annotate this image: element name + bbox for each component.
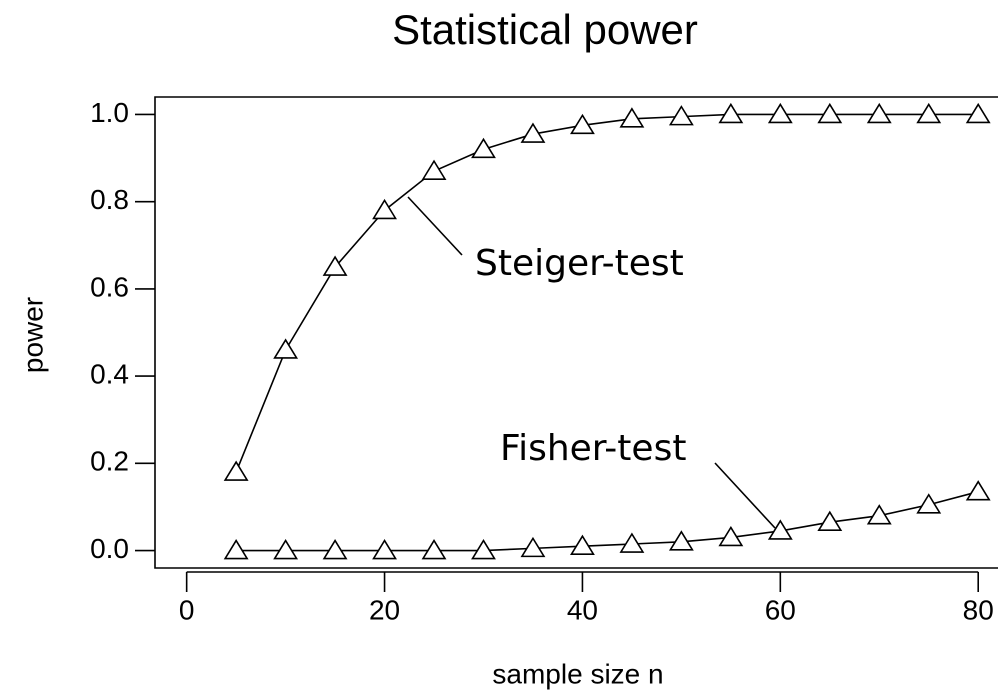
point xyxy=(866,504,892,525)
point xyxy=(866,102,892,124)
x-tick-label: 20 xyxy=(369,594,400,625)
point xyxy=(965,102,991,124)
point xyxy=(767,102,793,124)
annotation: Fisher-test xyxy=(500,428,686,469)
point xyxy=(223,539,249,560)
point xyxy=(520,122,546,143)
point xyxy=(273,539,299,560)
point xyxy=(372,198,397,220)
x-tick-label: 0 xyxy=(179,594,195,625)
x-tick-label: 60 xyxy=(765,594,796,625)
y-tick-label: 0.0 xyxy=(90,533,129,564)
y-tick-label: 0.6 xyxy=(90,271,129,302)
point xyxy=(767,519,793,540)
point xyxy=(817,102,843,124)
y-tick-label: 0.8 xyxy=(90,184,129,215)
point xyxy=(421,539,447,560)
x-tick-label: 40 xyxy=(567,594,598,625)
point xyxy=(471,137,496,159)
point xyxy=(421,159,447,180)
point xyxy=(718,525,744,547)
series-line xyxy=(236,490,979,552)
point xyxy=(916,102,942,124)
point xyxy=(570,113,595,135)
series-line xyxy=(235,113,979,473)
point xyxy=(668,530,694,551)
leader-line xyxy=(714,462,776,529)
chart-title: Statistical power xyxy=(392,6,698,53)
point xyxy=(668,105,694,126)
x-tick-label: 80 xyxy=(963,594,994,625)
leader-line xyxy=(407,196,463,256)
point xyxy=(520,536,546,558)
y-axis-label: power xyxy=(17,297,48,373)
point xyxy=(223,460,249,481)
point xyxy=(471,539,496,560)
point xyxy=(273,338,299,359)
point xyxy=(322,255,348,276)
point xyxy=(322,539,348,560)
annotation: Steiger-test xyxy=(475,243,684,284)
point xyxy=(570,534,595,555)
point xyxy=(718,102,744,124)
plot-frame xyxy=(154,96,998,569)
point xyxy=(817,510,843,532)
y-tick-label: 0.4 xyxy=(90,359,129,390)
point xyxy=(965,480,991,501)
point xyxy=(916,493,942,514)
y-tick-label: 0.2 xyxy=(90,446,129,477)
point xyxy=(619,107,645,128)
y-tick-label: 1.0 xyxy=(90,97,129,128)
point xyxy=(372,539,397,560)
point xyxy=(619,532,645,553)
x-axis-label: sample size n xyxy=(492,658,663,689)
